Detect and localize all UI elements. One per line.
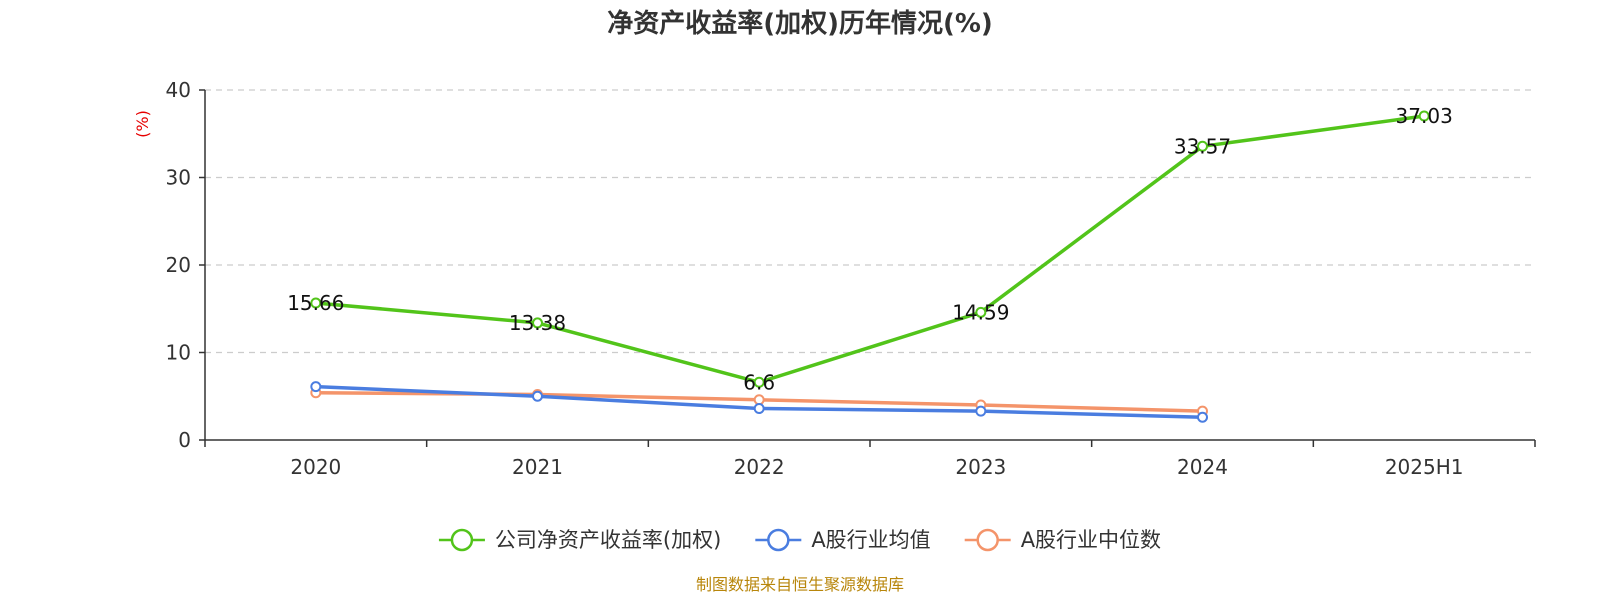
legend-item[interactable]: A股行业均值 [755, 528, 931, 552]
axes: 0 10 20 30 40 2020 2021 2022 2023 2024 2025H1 [166, 78, 1536, 479]
data-label: 15.66 [287, 291, 344, 315]
series-lines [310, 110, 1430, 423]
x-tick-label: 2024 [1177, 455, 1228, 479]
legend-swatch-marker [976, 528, 999, 552]
legend-label: A股行业均值 [811, 528, 930, 552]
legend-label: 公司净资产收益率(加权) [495, 528, 721, 552]
legend-item[interactable]: 公司净资产收益率(加权) [438, 528, 721, 552]
legend-swatch-marker [767, 528, 790, 552]
y-tick-label: 30 [166, 166, 191, 190]
series-point[interactable] [753, 403, 765, 414]
x-tick-label: 2021 [512, 455, 563, 479]
y-tick-label: 20 [166, 253, 191, 277]
data-label: 37.03 [1396, 104, 1453, 128]
data-labels: 15.66 13.38 6.6 14.59 33.57 37.03 [287, 104, 1453, 394]
grid-lines [205, 89, 1535, 354]
data-label: 14.59 [952, 300, 1009, 324]
series-point[interactable] [753, 394, 765, 406]
series-point[interactable] [310, 381, 322, 393]
y-tick-label: 10 [166, 341, 191, 365]
legend-label: A股行业中位数 [1021, 528, 1161, 552]
x-tick-label: 2025H1 [1385, 455, 1464, 479]
source-note: 制图数据来自恒生聚源数据库 [696, 575, 904, 594]
x-tick-label: 2023 [955, 455, 1006, 479]
legend-item[interactable]: A股行业中位数 [964, 528, 1161, 552]
chart-title: 净资产收益率(加权)历年情况(%) [607, 8, 993, 39]
data-label: 13.38 [509, 311, 566, 335]
data-label: 33.57 [1174, 134, 1231, 158]
series-point[interactable] [310, 297, 322, 309]
y-axis-label: (%) [133, 110, 152, 138]
legend[interactable]: 公司净资产收益率(加权) A股行业均值 A股行业中位数 [438, 528, 1161, 552]
series-point[interactable] [975, 405, 987, 417]
x-tick-label: 2020 [290, 455, 341, 479]
series-point[interactable] [532, 390, 543, 402]
series-point[interactable] [1197, 411, 1208, 423]
legend-swatch-marker [450, 528, 474, 552]
series-point[interactable] [753, 376, 765, 388]
data-label: 6.6 [743, 370, 775, 394]
series-point[interactable] [532, 317, 543, 329]
y-tick-label: 0 [178, 428, 191, 452]
series-line-0 [315, 114, 1425, 385]
x-tick-label: 2022 [734, 455, 785, 479]
series-point[interactable] [975, 306, 987, 318]
series-point[interactable] [1418, 110, 1430, 122]
y-tick-label: 40 [166, 78, 191, 102]
series-point[interactable] [1197, 140, 1208, 152]
